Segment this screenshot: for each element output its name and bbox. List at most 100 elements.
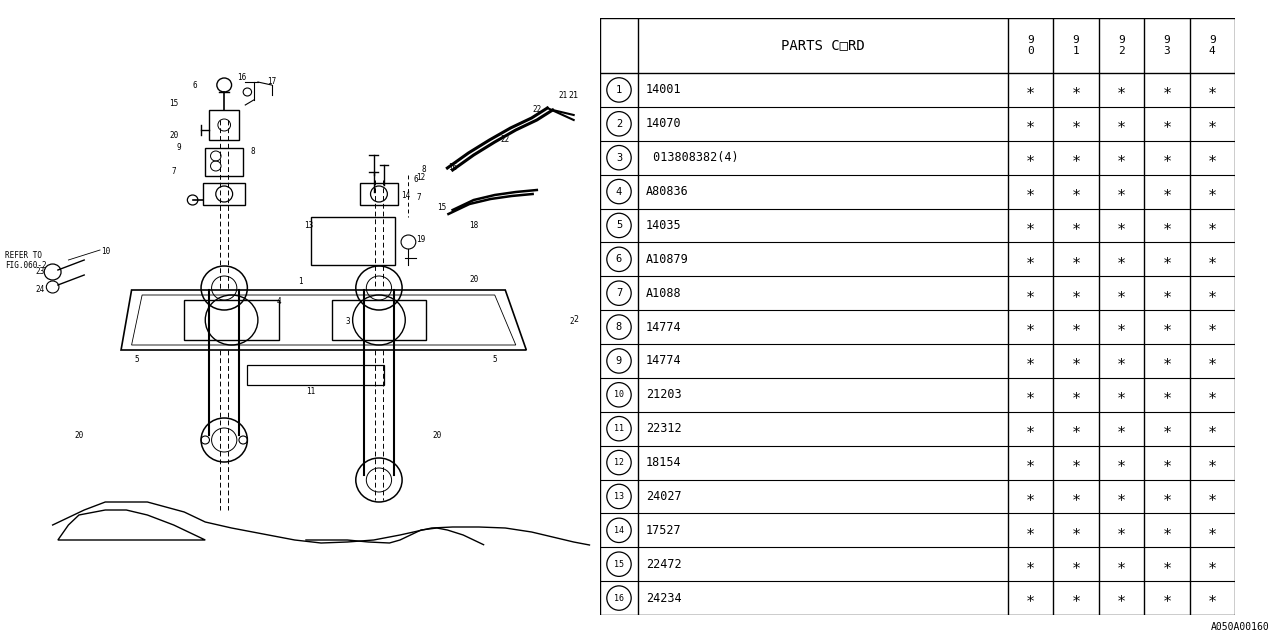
Text: A80836: A80836 <box>646 185 689 198</box>
Text: 23: 23 <box>36 268 45 276</box>
Text: ∗: ∗ <box>1071 184 1080 199</box>
Text: 22: 22 <box>500 136 509 145</box>
Text: 24234: 24234 <box>646 591 682 605</box>
Text: ∗: ∗ <box>1027 83 1036 97</box>
Text: ∗: ∗ <box>1208 421 1217 436</box>
Bar <box>247 365 384 385</box>
Text: ∗: ∗ <box>1208 252 1217 267</box>
Text: ∗: ∗ <box>1071 523 1080 538</box>
Text: ∗: ∗ <box>1027 319 1036 335</box>
Text: 7: 7 <box>416 193 421 202</box>
Text: 17: 17 <box>268 77 276 86</box>
Text: ∗: ∗ <box>1162 523 1171 538</box>
Text: ∗: ∗ <box>1117 591 1126 605</box>
Text: 9
3: 9 3 <box>1164 35 1170 56</box>
Text: ∗: ∗ <box>1027 489 1036 504</box>
Text: ∗: ∗ <box>1162 285 1171 301</box>
Text: ∗: ∗ <box>1071 83 1080 97</box>
Text: ∗: ∗ <box>1117 557 1126 572</box>
Text: ∗: ∗ <box>1162 353 1171 369</box>
Text: 14001: 14001 <box>646 83 682 97</box>
Text: ∗: ∗ <box>1117 421 1126 436</box>
Text: 3: 3 <box>616 153 622 163</box>
Text: ∗: ∗ <box>1162 116 1171 131</box>
Text: ∗: ∗ <box>1117 285 1126 301</box>
Text: ∗: ∗ <box>1117 523 1126 538</box>
Text: ∗: ∗ <box>1162 83 1171 97</box>
Text: ∗: ∗ <box>1162 319 1171 335</box>
Text: 4: 4 <box>276 298 282 307</box>
Text: ∗: ∗ <box>1162 489 1171 504</box>
Text: ∗: ∗ <box>1027 557 1036 572</box>
Text: 9: 9 <box>177 143 182 152</box>
Text: 14035: 14035 <box>646 219 682 232</box>
Text: 013808382(4): 013808382(4) <box>646 151 739 164</box>
Text: ∗: ∗ <box>1071 387 1080 403</box>
Text: ∗: ∗ <box>1117 353 1126 369</box>
Text: ∗: ∗ <box>1027 421 1036 436</box>
Text: ∗: ∗ <box>1027 523 1036 538</box>
Text: ∗: ∗ <box>1071 557 1080 572</box>
Bar <box>360 183 398 205</box>
Text: 5: 5 <box>616 220 622 230</box>
Text: ∗: ∗ <box>1027 116 1036 131</box>
Text: 2: 2 <box>570 317 573 326</box>
Text: ∗: ∗ <box>1208 387 1217 403</box>
Text: 19: 19 <box>416 236 426 244</box>
Text: 16: 16 <box>238 72 247 81</box>
Text: 24: 24 <box>36 285 45 294</box>
Text: 12: 12 <box>416 173 426 182</box>
Text: ∗: ∗ <box>1117 116 1126 131</box>
Text: ∗: ∗ <box>1208 83 1217 97</box>
Text: 7: 7 <box>616 288 622 298</box>
Text: 9
2: 9 2 <box>1119 35 1125 56</box>
Text: 24027: 24027 <box>646 490 682 503</box>
Text: 15: 15 <box>614 560 625 569</box>
Text: 12: 12 <box>614 458 625 467</box>
Text: ∗: ∗ <box>1027 218 1036 233</box>
Text: ∗: ∗ <box>1071 150 1080 165</box>
Text: 6: 6 <box>192 81 197 90</box>
Text: ∗: ∗ <box>1027 353 1036 369</box>
Text: ∗: ∗ <box>1117 150 1126 165</box>
Text: ∗: ∗ <box>1208 319 1217 335</box>
Text: 21: 21 <box>568 90 579 99</box>
Text: 13: 13 <box>303 221 314 230</box>
Text: 9
0: 9 0 <box>1028 35 1034 56</box>
Text: ∗: ∗ <box>1117 387 1126 403</box>
Text: ∗: ∗ <box>1071 489 1080 504</box>
Text: 10: 10 <box>101 248 110 257</box>
Text: 17527: 17527 <box>646 524 682 537</box>
Text: 20: 20 <box>74 431 83 440</box>
Text: 21: 21 <box>558 90 568 99</box>
Text: ∗: ∗ <box>1027 150 1036 165</box>
Text: ∗: ∗ <box>1117 489 1126 504</box>
Text: 22: 22 <box>532 106 541 115</box>
Text: ∗: ∗ <box>1027 455 1036 470</box>
Text: 14774: 14774 <box>646 321 682 333</box>
Text: ∗: ∗ <box>1027 285 1036 301</box>
Text: 9
4: 9 4 <box>1208 35 1216 56</box>
Bar <box>204 183 246 205</box>
Bar <box>210 110 239 140</box>
Text: ∗: ∗ <box>1117 218 1126 233</box>
Text: 20: 20 <box>433 431 442 440</box>
Bar <box>311 217 394 265</box>
Text: 1: 1 <box>298 278 302 287</box>
Text: 14070: 14070 <box>646 117 682 131</box>
Text: 1: 1 <box>616 85 622 95</box>
Text: 20: 20 <box>169 131 178 140</box>
Text: ∗: ∗ <box>1071 116 1080 131</box>
Text: 3: 3 <box>346 317 349 326</box>
Bar <box>184 300 279 340</box>
Text: REFER TO: REFER TO <box>5 250 42 259</box>
Text: ∗: ∗ <box>1027 184 1036 199</box>
Text: ∗: ∗ <box>1162 252 1171 267</box>
Text: 22312: 22312 <box>646 422 682 435</box>
Text: 10: 10 <box>614 390 625 399</box>
Text: 16: 16 <box>614 593 625 603</box>
Bar <box>205 148 243 176</box>
Text: A10879: A10879 <box>646 253 689 266</box>
Text: ∗: ∗ <box>1162 150 1171 165</box>
Text: 22472: 22472 <box>646 557 682 571</box>
